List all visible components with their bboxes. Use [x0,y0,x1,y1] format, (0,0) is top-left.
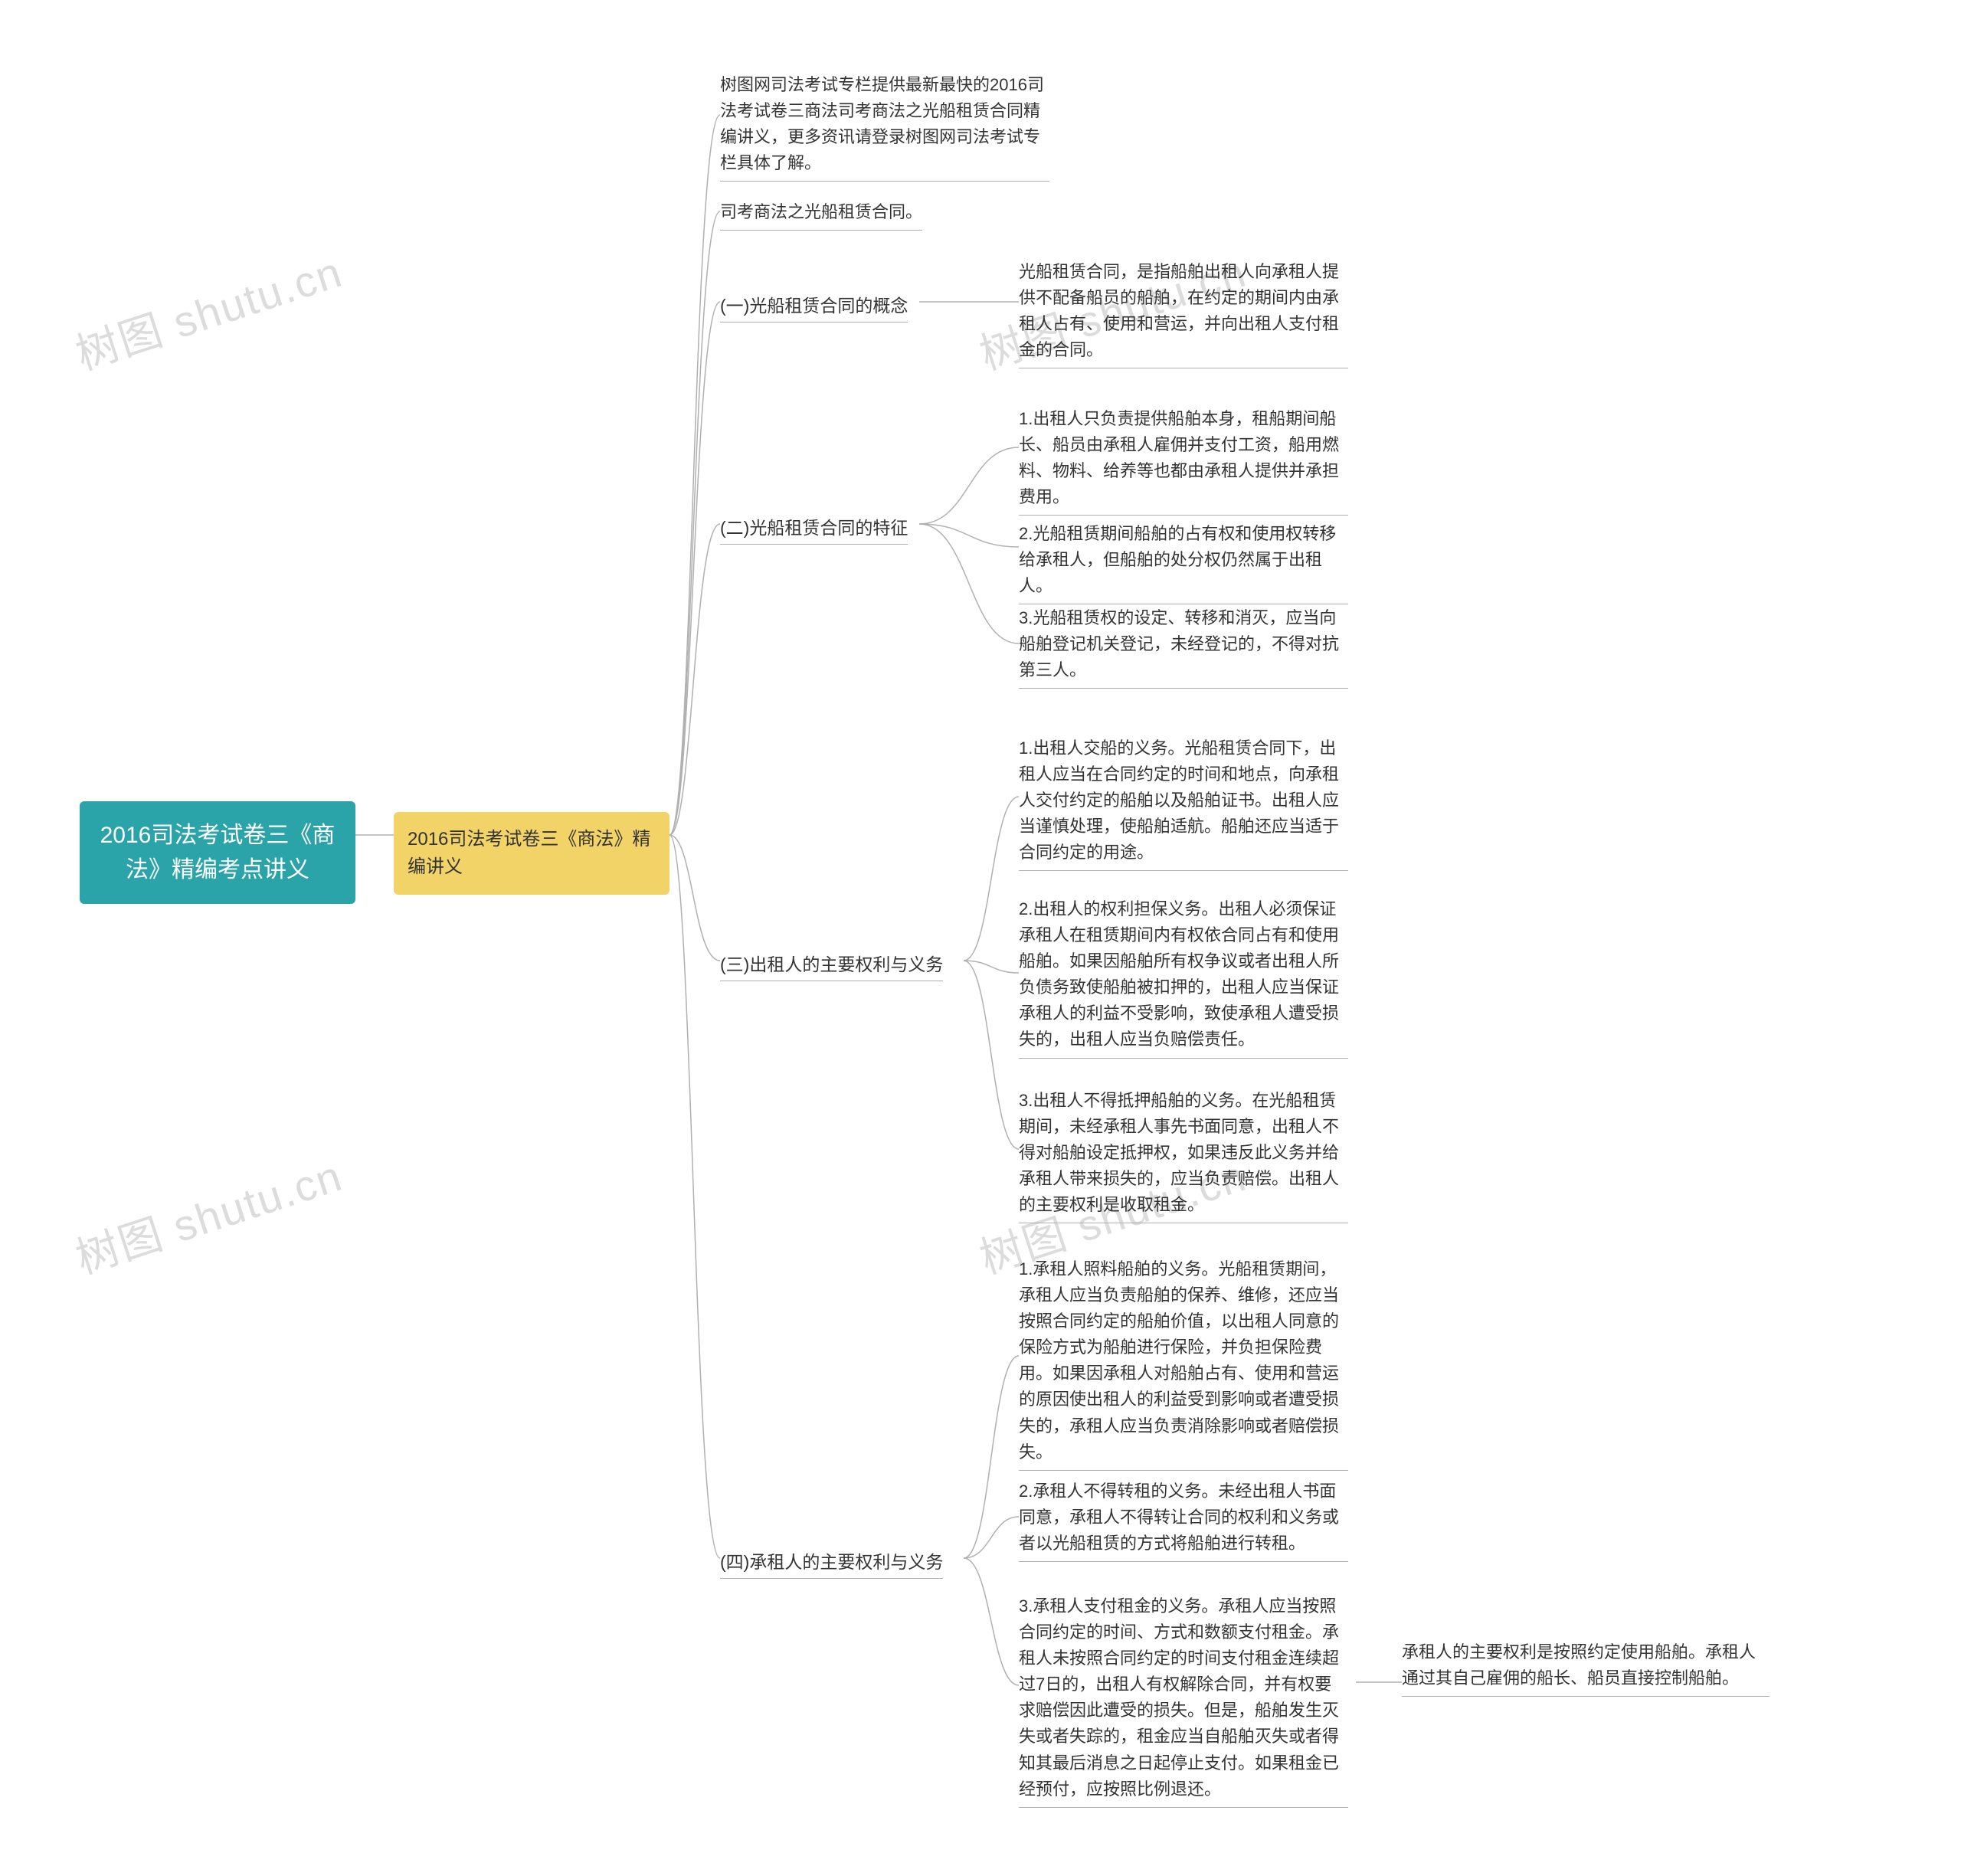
section4-label[interactable]: (四)承租人的主要权利与义务 [720,1547,943,1579]
watermark: 树图 shutu.cn [67,237,349,382]
root-title: 2016司法考试卷三《商法》精编考点讲义 [100,823,336,882]
level2-node[interactable]: 2016司法考试卷三《商法》精编讲义 [394,812,669,895]
s2-c3: 3.光船租赁权的设定、转移和消灭，应当向船舶登记机关登记，未经登记的，不得对抗第… [1019,605,1348,689]
head1-text: 树图网司法考试专栏提供最新最快的2016司法考试卷三商法司考商法之光船租赁合同精… [720,72,1049,182]
s3-c1: 1.出租人交船的义务。光船租赁合同下，出租人应当在合同约定的时间和地点，向承租人… [1019,735,1348,871]
s3-c3: 3.出租人不得抵押船舶的义务。在光船租赁期间，未经承租人事先书面同意，出租人不得… [1019,1088,1348,1223]
root-node[interactable]: 2016司法考试卷三《商法》精编考点讲义 [80,801,355,904]
section1-label[interactable]: (一)光船租赁合同的概念 [720,291,908,322]
s4-c2: 2.承租人不得转租的义务。未经出租人书面同意，承租人不得转让合同的权利和义务或者… [1019,1478,1348,1562]
s4-c3-sub: 承租人的主要权利是按照约定使用船舶。承租人通过其自己雇佣的船长、船员直接控制船舶… [1402,1639,1769,1697]
s2-c1: 1.出租人只负责提供船舶本身，租船期间船长、船员由承租人雇佣并支付工资，船用燃料… [1019,406,1348,516]
s3-c2: 2.出租人的权利担保义务。出租人必须保证承租人在租赁期间内有权依合同占有和使用船… [1019,896,1348,1059]
level2-title: 2016司法考试卷三《商法》精编讲义 [408,829,650,877]
s1-c1: 光船租赁合同，是指船舶出租人向承租人提供不配备船员的船舶，在约定的期间内由承租人… [1019,259,1348,368]
connector-layer [0,0,1961,1876]
section3-label[interactable]: (三)出租人的主要权利与义务 [720,950,943,981]
head2-text: 司考商法之光船租赁合同。 [720,199,922,231]
s2-c2: 2.光船租赁期间船舶的占有权和使用权转移给承租人，但船舶的处分权仍然属于出租人。 [1019,521,1348,604]
section2-label[interactable]: (二)光船租赁合同的特征 [720,513,908,545]
watermark: 树图 shutu.cn [67,1141,349,1286]
s4-c1: 1.承租人照料船舶的义务。光船租赁期间，承租人应当负责船舶的保养、维修，还应当按… [1019,1256,1348,1471]
s4-c3: 3.承租人支付租金的义务。承租人应当按照合同约定的时间、方式和数额支付租金。承租… [1019,1593,1348,1808]
